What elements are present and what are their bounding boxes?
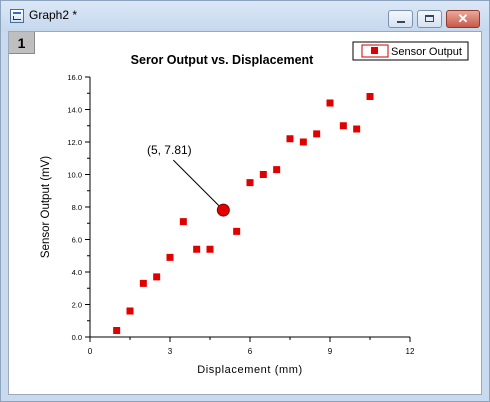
y-tick-label: 16.0: [67, 73, 82, 82]
window-title: Graph2 *: [29, 8, 78, 22]
data-point[interactable]: [299, 138, 307, 146]
data-points: [113, 93, 374, 334]
maximize-button[interactable]: [417, 10, 442, 28]
graph-app-icon: [10, 9, 24, 23]
callout-label: (5, 7.81): [147, 143, 192, 157]
y-axis-label: Sensor Output (mV): [40, 156, 52, 258]
y-tick-label: 14.0: [67, 106, 82, 115]
data-point[interactable]: [353, 125, 361, 133]
close-icon: ✕: [457, 11, 469, 26]
data-point[interactable]: [326, 99, 334, 107]
legend-marker: [371, 47, 378, 54]
x-axis-label: Displacement (mm): [197, 364, 303, 376]
x-tick-label: 9: [328, 347, 333, 356]
data-point[interactable]: [233, 227, 241, 235]
layer-tab[interactable]: 1: [9, 32, 35, 54]
legend-box: [352, 41, 469, 61]
data-point[interactable]: [193, 245, 201, 253]
legend-label: Sensor Output: [391, 46, 462, 58]
callout-leader-line: [172, 159, 221, 208]
legend[interactable]: Sensor Output: [352, 41, 469, 61]
x-tick-label: 3: [168, 347, 173, 356]
data-point[interactable]: [286, 135, 294, 143]
title-bar[interactable]: Graph2 * ✕: [1, 1, 489, 31]
x-tick-label: 0: [88, 347, 93, 356]
close-button[interactable]: ✕: [446, 10, 480, 28]
data-point[interactable]: [206, 245, 214, 253]
axes: [89, 77, 410, 338]
highlighted-point[interactable]: [216, 203, 230, 217]
data-point[interactable]: [139, 279, 147, 287]
y-tick-label: 12.0: [67, 138, 82, 147]
x-tick-label: 6: [248, 347, 253, 356]
data-point[interactable]: [153, 273, 161, 281]
maximize-icon: [425, 15, 434, 22]
y-tick-label: 2.0: [72, 301, 82, 310]
y-tick-label: 0.0: [72, 333, 82, 342]
data-point[interactable]: [113, 327, 121, 334]
graph-page: 1: [8, 31, 482, 395]
minimize-button[interactable]: [388, 10, 413, 28]
data-point[interactable]: [246, 179, 254, 187]
data-point[interactable]: [259, 171, 267, 178]
x-ticks: 0 3 6 9 12: [88, 337, 415, 356]
y-tick-label: 6.0: [72, 236, 82, 245]
y-tick-label: 10.0: [67, 171, 82, 180]
y-tick-label: 8.0: [72, 203, 82, 212]
minimize-icon: [397, 21, 405, 23]
y-tick-label: 4.0: [72, 268, 82, 277]
data-point[interactable]: [273, 166, 281, 174]
data-point[interactable]: [313, 130, 321, 138]
chart-title: Seror Output vs. Displacement: [131, 53, 315, 67]
legend-marker-frame: [361, 44, 389, 58]
data-point[interactable]: [166, 253, 174, 261]
data-point[interactable]: [179, 218, 187, 226]
x-tick-label: 12: [406, 347, 415, 356]
data-point[interactable]: [126, 307, 134, 315]
data-point[interactable]: [339, 122, 347, 130]
data-point[interactable]: [366, 93, 374, 100]
y-ticks: 0.0 2.0 4.0 6.0 8.0 10.0 12.0 14.0 16.0: [67, 73, 90, 342]
